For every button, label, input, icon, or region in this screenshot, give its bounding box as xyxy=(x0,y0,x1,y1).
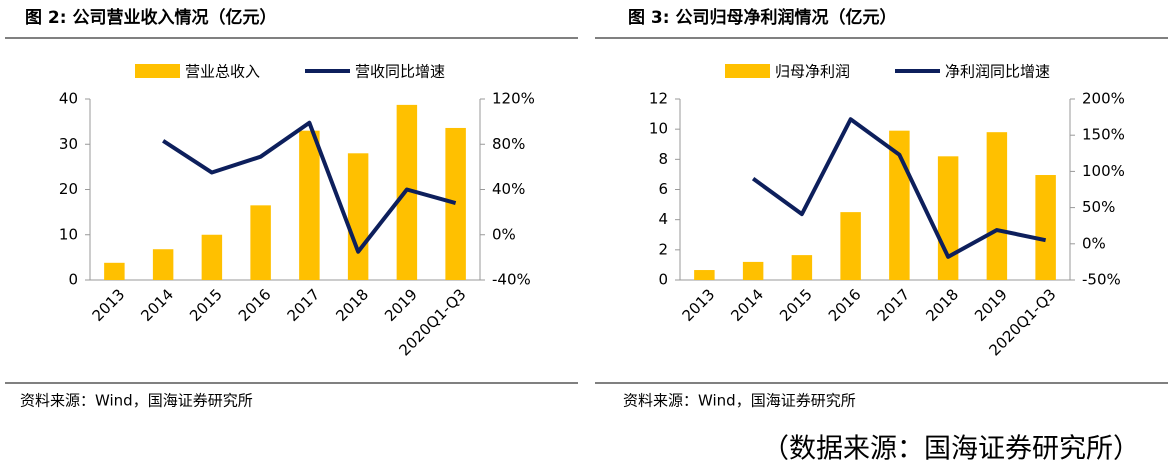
chart-title: 图 3: 公司归母净利润情况（亿元） xyxy=(628,7,896,28)
bar xyxy=(152,249,174,280)
bar xyxy=(347,153,369,280)
y2-tick-label: 200% xyxy=(1082,90,1125,108)
y2-tick-label: 120% xyxy=(492,90,535,108)
bar xyxy=(840,212,861,280)
y-tick-label: 40 xyxy=(59,90,78,108)
y2-tick-label: 0% xyxy=(1082,234,1106,252)
y-tick-label: 6 xyxy=(658,180,668,198)
legend-label: 归母净利润 xyxy=(775,63,850,81)
y-tick-label: 10 xyxy=(59,225,78,243)
y-tick-label: 10 xyxy=(649,120,668,138)
y-tick-label: 4 xyxy=(658,210,668,228)
legend-label: 营收同比增速 xyxy=(355,63,445,81)
bar xyxy=(104,262,125,280)
bar xyxy=(937,156,959,280)
y-tick-label: 0 xyxy=(68,271,78,289)
y2-tick-label: 50% xyxy=(1082,198,1115,216)
bar xyxy=(791,255,813,280)
source: 资料来源：Wind，国海证券研究所 xyxy=(623,392,856,410)
y2-tick-label: -50% xyxy=(1082,271,1121,289)
y2-tick-label: -40% xyxy=(492,271,531,289)
bar xyxy=(250,205,271,280)
bar xyxy=(986,132,1008,280)
bar xyxy=(694,270,715,280)
source: 资料来源：Wind，国海证券研究所 xyxy=(20,392,253,410)
legend-swatch xyxy=(725,64,770,78)
bar xyxy=(201,234,223,280)
y2-tick-label: 80% xyxy=(492,135,525,153)
bar xyxy=(742,261,764,280)
y-tick-label: 20 xyxy=(59,180,78,198)
y-tick-label: 12 xyxy=(649,90,668,108)
legend-label: 净利润同比增速 xyxy=(945,63,1050,81)
bar xyxy=(1035,175,1056,280)
y-tick-label: 0 xyxy=(658,271,668,289)
y-tick-label: 2 xyxy=(658,240,668,258)
y2-tick-label: 150% xyxy=(1082,126,1125,144)
line xyxy=(162,120,457,254)
y-tick-label: 8 xyxy=(658,150,668,168)
legend-swatch xyxy=(135,64,180,78)
y-tick-label: 30 xyxy=(59,135,78,153)
y2-tick-label: 0% xyxy=(492,225,516,243)
bar xyxy=(299,130,320,280)
y2-tick-label: 40% xyxy=(492,180,525,198)
legend-label: 营业总收入 xyxy=(185,63,260,81)
y2-tick-label: 100% xyxy=(1082,162,1125,180)
bar xyxy=(445,127,466,281)
caption: （数据来源：国海证券研究所） xyxy=(762,434,1140,465)
chart-title: 图 2: 公司营业收入情况（亿元） xyxy=(25,7,276,28)
line xyxy=(751,117,1047,259)
